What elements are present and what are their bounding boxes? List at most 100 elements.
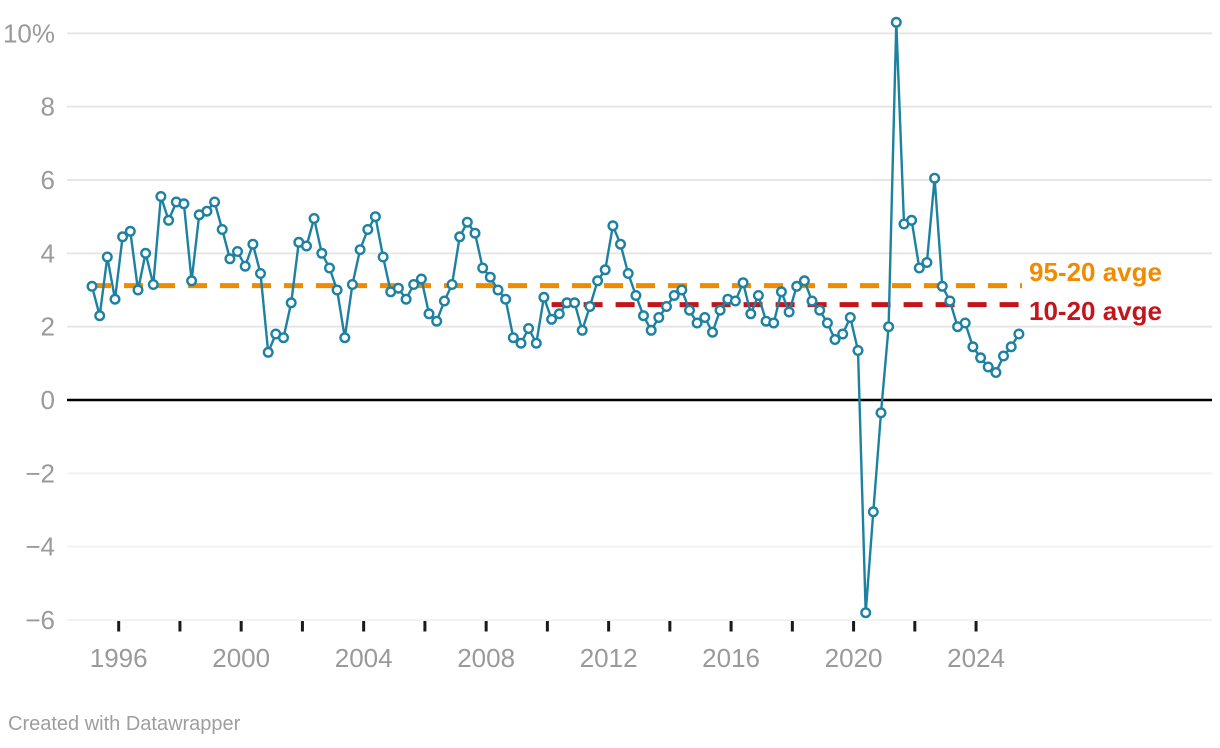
y-tick-label: 2 [41, 312, 55, 342]
data-point-marker [354, 244, 366, 256]
data-point-marker [783, 306, 795, 318]
data-point-marker [875, 407, 887, 419]
data-point-marker [798, 275, 810, 287]
data-point-marker [523, 323, 535, 335]
data-point-marker [461, 216, 473, 228]
y-tick-label: 8 [41, 92, 55, 122]
data-point-marker [101, 251, 113, 263]
data-point-marker [676, 284, 688, 296]
x-tick-label: 2000 [212, 643, 270, 673]
data-point-marker [530, 337, 542, 349]
data-point-marker [477, 262, 489, 274]
data-point-marker [331, 284, 343, 296]
gridlines [67, 32, 1212, 622]
data-point-marker [684, 304, 696, 316]
data-point-marker [178, 198, 190, 210]
x-tick-label: 2004 [335, 643, 393, 673]
data-point-marker [362, 223, 374, 235]
y-tick-label: 6 [41, 165, 55, 195]
data-point-marker [906, 214, 918, 226]
reference-lines [92, 283, 1022, 308]
data-point-marker [339, 332, 351, 344]
data-point-marker [707, 326, 719, 338]
data-point-marker [400, 293, 412, 305]
data-point-marker [132, 284, 144, 296]
data-point-marker [415, 273, 427, 285]
reference-line-label-95-20-avge: 95-20 avge [1029, 257, 1162, 287]
data-point-marker [431, 315, 443, 327]
data-point-marker [155, 190, 167, 202]
data-point-marker [569, 297, 581, 309]
data-point-marker [446, 279, 458, 291]
data-point-marker [860, 607, 872, 619]
data-point-marker [239, 260, 251, 272]
data-point-marker [998, 350, 1010, 362]
x-tick-label: 1996 [90, 643, 148, 673]
data-series [86, 16, 1025, 619]
data-point-marker [844, 312, 856, 324]
data-point-marker [867, 506, 879, 518]
data-point-marker [829, 334, 841, 346]
data-point-marker [492, 284, 504, 296]
data-point-marker [231, 245, 243, 257]
data-point-marker [890, 16, 902, 28]
data-point-marker [607, 220, 619, 232]
data-point-marker [576, 324, 588, 336]
data-point-marker [944, 295, 956, 307]
data-point-marker [752, 290, 764, 302]
data-point-marker [852, 345, 864, 357]
data-point-marker [975, 352, 987, 364]
data-point-marker [377, 251, 389, 263]
data-point-marker [423, 308, 435, 320]
data-point-marker [308, 212, 320, 224]
data-point-marker [500, 293, 512, 305]
data-point-marker [94, 310, 106, 322]
data-point-marker [285, 297, 297, 309]
data-point-marker [408, 279, 420, 291]
y-tick-label: 10% [3, 18, 55, 48]
data-point-marker [484, 271, 496, 283]
data-point-marker [622, 268, 634, 280]
x-tick-label: 2020 [825, 643, 883, 673]
data-point-marker [775, 286, 787, 298]
data-point-marker [224, 253, 236, 265]
data-point-marker [645, 324, 657, 336]
data-point-marker [814, 304, 826, 316]
y-tick-label: −4 [25, 532, 55, 562]
data-point-marker [109, 293, 121, 305]
data-point-marker [668, 290, 680, 302]
x-tick-label: 2024 [947, 643, 1005, 673]
line-chart: 10% 8 6 4 2 0 −2 −4 −6 1996 2000 2004 2008 2012 2016 20… [3, 16, 1212, 673]
data-point-marker [929, 172, 941, 184]
data-point-marker [837, 328, 849, 340]
data-point-marker [615, 238, 627, 250]
data-point-marker [278, 332, 290, 344]
x-tick-label: 2012 [580, 643, 638, 673]
data-point-marker [147, 279, 159, 291]
data-point-marker [469, 227, 481, 239]
data-point-marker [745, 308, 757, 320]
y-tick-label: −6 [25, 605, 55, 635]
data-point-marker [140, 247, 152, 259]
data-point-marker [982, 361, 994, 373]
data-point-marker [117, 231, 129, 243]
data-point-marker [592, 275, 604, 287]
data-point-marker [216, 223, 228, 235]
reference-line-label-10-20-avge: 10-20 avge [1029, 296, 1162, 326]
data-point-marker [699, 312, 711, 324]
x-tick-label: 2016 [702, 643, 760, 673]
axis-labels: 10% 8 6 4 2 0 −2 −4 −6 1996 2000 2004 2008 2012 2016 20… [3, 18, 1005, 673]
data-point-marker [209, 196, 221, 208]
data-point-marker [653, 312, 665, 324]
data-point-marker [255, 268, 267, 280]
data-point-marker [921, 257, 933, 269]
axes [117, 621, 978, 632]
data-point-marker [553, 308, 565, 320]
data-point-marker [538, 291, 550, 303]
data-point-marker [959, 317, 971, 329]
data-point-marker [806, 295, 818, 307]
data-point-marker [967, 341, 979, 353]
data-point-marker [515, 337, 527, 349]
data-point-marker [201, 205, 213, 217]
